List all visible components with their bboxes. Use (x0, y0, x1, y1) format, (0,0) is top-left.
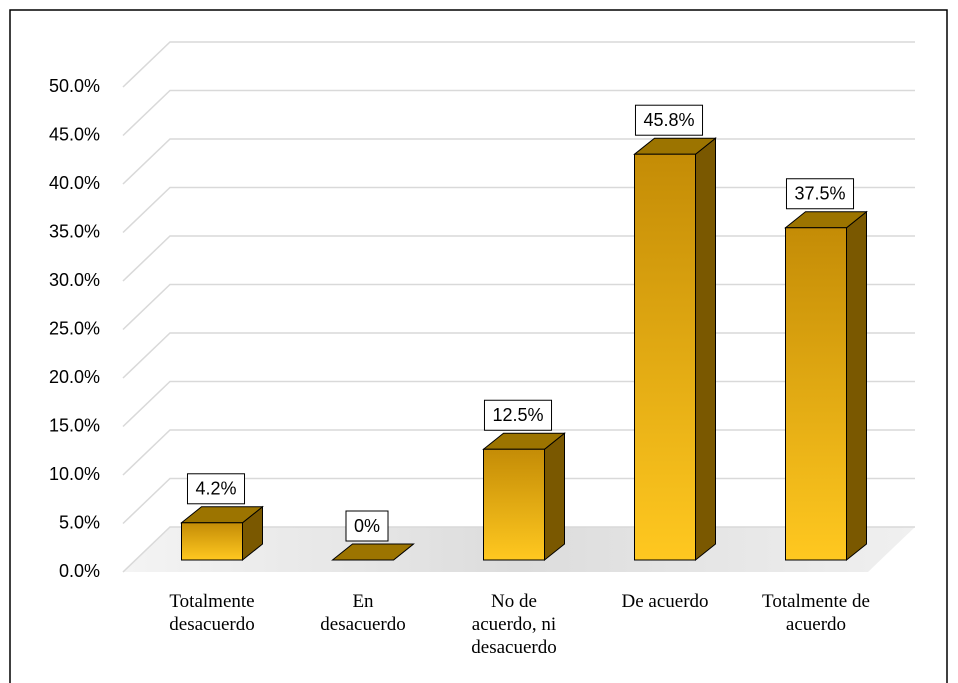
x-tick-label: No de acuerdo, ni desacuerdo (471, 591, 557, 658)
bar-top (331, 543, 415, 561)
bar-side (846, 210, 867, 562)
value-label: 4.2% (195, 479, 236, 499)
y-tick-label: 45.0% (49, 124, 100, 144)
y-tick-label: 10.0% (49, 464, 100, 484)
bar (180, 505, 264, 562)
y-tick-label: 40.0% (49, 173, 100, 193)
value-label: 37.5% (794, 184, 845, 204)
bar-front (483, 448, 545, 561)
y-tick-label: 35.0% (49, 221, 100, 241)
y-tick-label: 25.0% (49, 318, 100, 338)
x-tick-label: De acuerdo (621, 591, 709, 612)
bar-side (695, 137, 716, 562)
y-tick-label: 15.0% (49, 415, 100, 435)
x-tick-label: En desacuerdo (320, 591, 406, 635)
value-label-box (785, 178, 855, 210)
bar (633, 137, 717, 562)
bar-front (181, 522, 243, 561)
y-tick-label: 0.0% (59, 561, 100, 581)
value-label: 0% (354, 516, 380, 536)
frame (9, 9, 948, 683)
y-tick-label: 5.0% (59, 512, 100, 532)
y-tick-label: 20.0% (49, 367, 100, 387)
x-tick-label: Totalmente desacuerdo (169, 591, 255, 635)
bar (784, 210, 868, 562)
value-label-box (345, 510, 389, 542)
bar (331, 543, 415, 561)
y-tick-label: 30.0% (49, 270, 100, 290)
grid-line (122, 138, 915, 185)
bar-front (634, 153, 696, 561)
grid-line (122, 89, 915, 137)
x-tick-label: Totalmente de acuerdo (762, 591, 870, 635)
value-label: 12.5% (492, 405, 543, 425)
grid-line (122, 41, 915, 88)
value-label-box (186, 473, 246, 505)
bar (482, 432, 566, 562)
value-label-box (634, 104, 704, 136)
bar-front (785, 227, 847, 561)
y-tick-label: 50.0% (49, 76, 100, 96)
value-label: 45.8% (643, 110, 694, 130)
bar-side (544, 432, 565, 562)
value-label-box (483, 399, 553, 431)
